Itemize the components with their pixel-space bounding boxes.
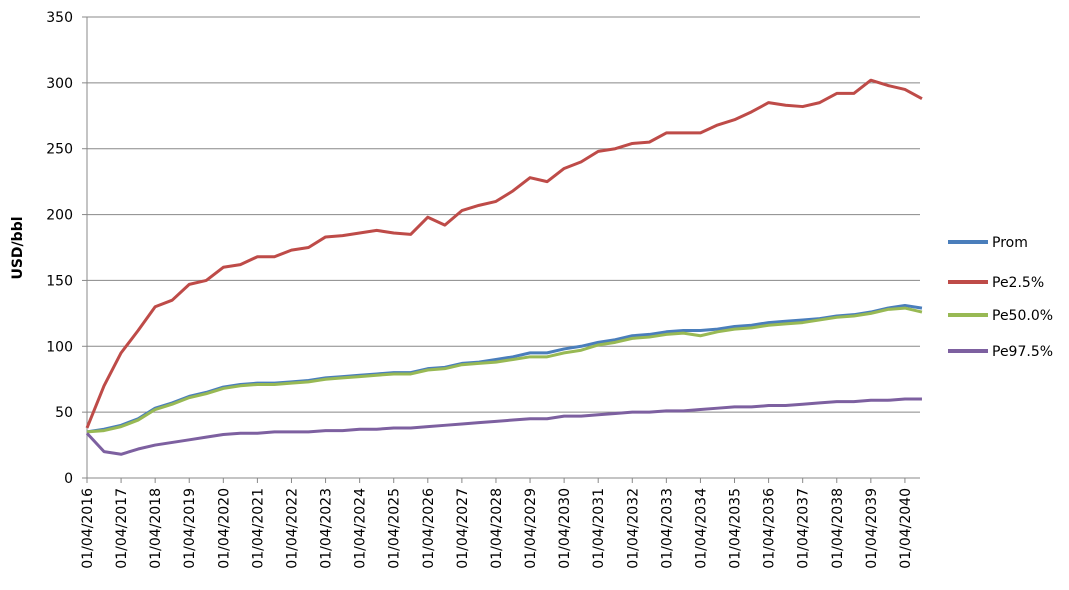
y-axis-label: USD/bbl [10, 216, 26, 279]
series-line [85, 78, 923, 429]
y-tick-label: 0 [64, 471, 73, 487]
x-tick-label: 01/04/2024 [353, 488, 369, 569]
x-tick-label: 01/04/2029 [523, 488, 539, 569]
x-tick-label: 01/04/2026 [421, 488, 437, 569]
x-tick-label: 01/04/2025 [387, 488, 403, 569]
x-tick-label: 01/04/2036 [762, 488, 778, 569]
legend-label: Prom [992, 235, 1028, 251]
x-tick-label: 01/04/2020 [216, 488, 232, 569]
y-tick-label: 100 [46, 339, 73, 355]
x-tick-label: 01/04/2018 [148, 488, 164, 569]
x-tick-label: 01/04/2017 [114, 488, 130, 569]
y-tick-label: 350 [46, 10, 73, 26]
x-tick-label: 01/04/2027 [455, 488, 471, 569]
x-tick-label: 01/04/2031 [591, 488, 607, 569]
x-tick-label: 01/04/2040 [898, 488, 914, 569]
x-tick-label: 01/04/2021 [250, 488, 266, 569]
y-tick-label: 300 [46, 76, 73, 92]
x-tick-label: 01/04/2035 [728, 488, 744, 569]
legend-label: Pe97.5% [992, 344, 1053, 360]
x-tick-label: 01/04/2034 [693, 488, 709, 569]
y-tick-label: 50 [55, 405, 73, 421]
y-tick-label: 250 [46, 142, 73, 158]
x-tick-label: 01/04/2016 [80, 488, 96, 569]
series-line [85, 397, 922, 456]
x-tick-label: 01/04/2019 [182, 488, 198, 569]
series-line [86, 306, 923, 434]
x-tick-label: 01/04/2032 [625, 488, 641, 569]
x-tick-label: 01/04/2028 [489, 488, 505, 569]
legend-label: Pe2.5% [992, 275, 1044, 291]
x-tick-label: 01/04/2038 [830, 488, 846, 569]
x-tick-label: 01/04/2033 [659, 488, 675, 569]
y-tick-label: 150 [46, 273, 73, 289]
x-tick-label: 01/04/2030 [557, 488, 573, 569]
legend-label: Pe50.0% [992, 308, 1053, 324]
x-tick-label: 01/04/2023 [319, 488, 335, 569]
x-tick-label: 01/04/2022 [284, 488, 300, 569]
y-tick-label: 200 [46, 208, 73, 224]
x-tick-label: 01/04/2039 [864, 488, 880, 569]
x-tick-label: 01/04/2037 [796, 488, 812, 569]
